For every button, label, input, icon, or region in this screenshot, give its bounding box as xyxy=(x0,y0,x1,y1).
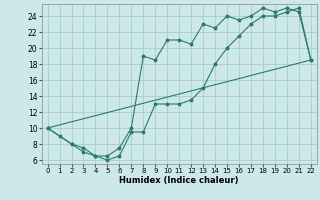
X-axis label: Humidex (Indice chaleur): Humidex (Indice chaleur) xyxy=(119,176,239,185)
